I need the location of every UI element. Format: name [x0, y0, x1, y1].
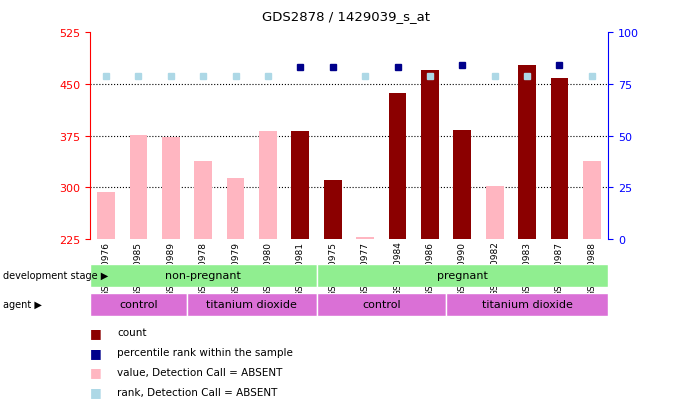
Bar	[316, 293, 446, 316]
Text: ■: ■	[90, 385, 102, 399]
Text: GDS2878 / 1429039_s_at: GDS2878 / 1429039_s_at	[261, 10, 430, 23]
Bar	[518, 65, 536, 240]
Bar	[292, 131, 310, 240]
Text: ■: ■	[90, 346, 102, 359]
Bar	[90, 264, 316, 287]
Bar	[551, 79, 569, 240]
Bar	[90, 293, 187, 316]
Text: titanium dioxide: titanium dioxide	[207, 299, 297, 310]
Text: count: count	[117, 328, 147, 337]
Bar	[97, 193, 115, 240]
Bar	[187, 293, 316, 316]
Text: percentile rank within the sample: percentile rank within the sample	[117, 347, 294, 357]
Text: agent ▶: agent ▶	[3, 299, 42, 310]
Text: ■: ■	[90, 366, 102, 379]
Text: pregnant: pregnant	[437, 271, 488, 281]
Bar	[227, 179, 245, 240]
Bar	[194, 162, 212, 240]
Bar	[421, 71, 439, 240]
Text: non-pregnant: non-pregnant	[165, 271, 241, 281]
Bar	[129, 135, 147, 240]
Bar	[162, 138, 180, 240]
Bar	[453, 131, 471, 240]
Bar	[583, 162, 600, 240]
Text: development stage ▶: development stage ▶	[3, 271, 108, 281]
Bar	[357, 237, 374, 240]
Text: value, Detection Call = ABSENT: value, Detection Call = ABSENT	[117, 367, 283, 377]
Text: rank, Detection Call = ABSENT: rank, Detection Call = ABSENT	[117, 387, 278, 397]
Bar	[446, 293, 608, 316]
Bar	[486, 187, 504, 240]
Text: control: control	[119, 299, 158, 310]
Bar	[324, 181, 341, 240]
Bar	[316, 264, 608, 287]
Text: control: control	[362, 299, 401, 310]
Text: titanium dioxide: titanium dioxide	[482, 299, 573, 310]
Bar	[388, 94, 406, 240]
Bar	[259, 131, 277, 240]
Text: ■: ■	[90, 326, 102, 339]
